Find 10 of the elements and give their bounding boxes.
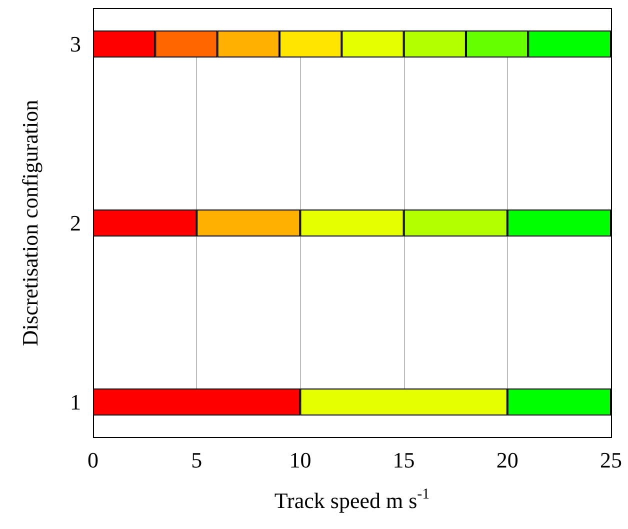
y-tick-label: 2 bbox=[70, 210, 81, 236]
y-tick-label: 1 bbox=[70, 390, 81, 414]
x-tick-label: 10 bbox=[289, 448, 312, 472]
x-tick-label: 5 bbox=[191, 448, 202, 472]
y-tick-label: 3 bbox=[70, 32, 81, 56]
x-tick-label: 0 bbox=[88, 448, 98, 472]
x-tick-label: 20 bbox=[496, 448, 518, 472]
y-axis-title: Discretisation configuration bbox=[18, 100, 42, 346]
x-tick-label: 15 bbox=[392, 448, 415, 472]
x-tick-label: 25 bbox=[600, 448, 622, 472]
